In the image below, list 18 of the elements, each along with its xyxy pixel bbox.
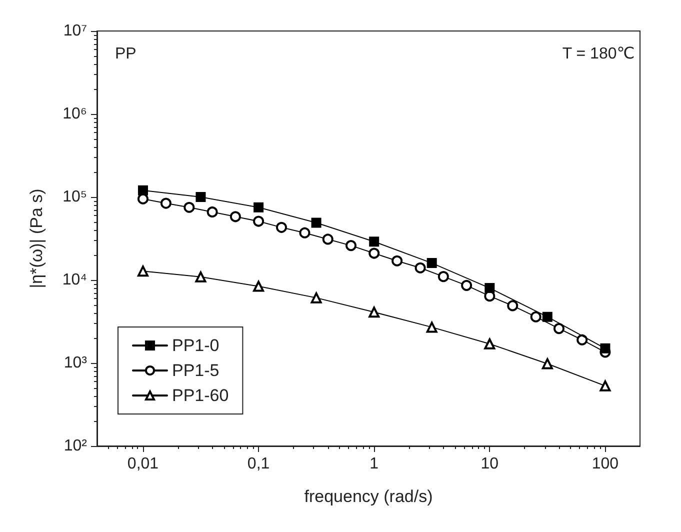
y-tick-label: 10⁷ xyxy=(63,22,88,40)
y-tick-label: 10⁵ xyxy=(62,188,87,206)
y-tick-label: 10³ xyxy=(64,354,88,372)
legend-label: PP1-0 xyxy=(172,336,220,355)
x-tick-label: 1 xyxy=(370,456,379,472)
y-tick-label: 10⁴ xyxy=(62,272,88,288)
x-tick-label: 0,01 xyxy=(127,456,159,472)
y-axis-title: |η*(ω)| (Pa s) xyxy=(27,188,46,288)
annotation: T = 180℃ xyxy=(562,46,635,62)
x-tick-label: 0,1 xyxy=(247,456,270,472)
y-tick-label: 10⁶ xyxy=(62,106,87,122)
x-tick-label: 10 xyxy=(480,456,499,472)
legend-label: PP1-60 xyxy=(172,386,229,405)
y-tick-label: 10² xyxy=(64,438,88,454)
legend-label: PP1-5 xyxy=(172,361,220,380)
x-tick-label: 100 xyxy=(592,456,619,472)
x-axis-title: frequency (rad/s) xyxy=(304,487,433,506)
annotation: PP xyxy=(115,46,136,62)
